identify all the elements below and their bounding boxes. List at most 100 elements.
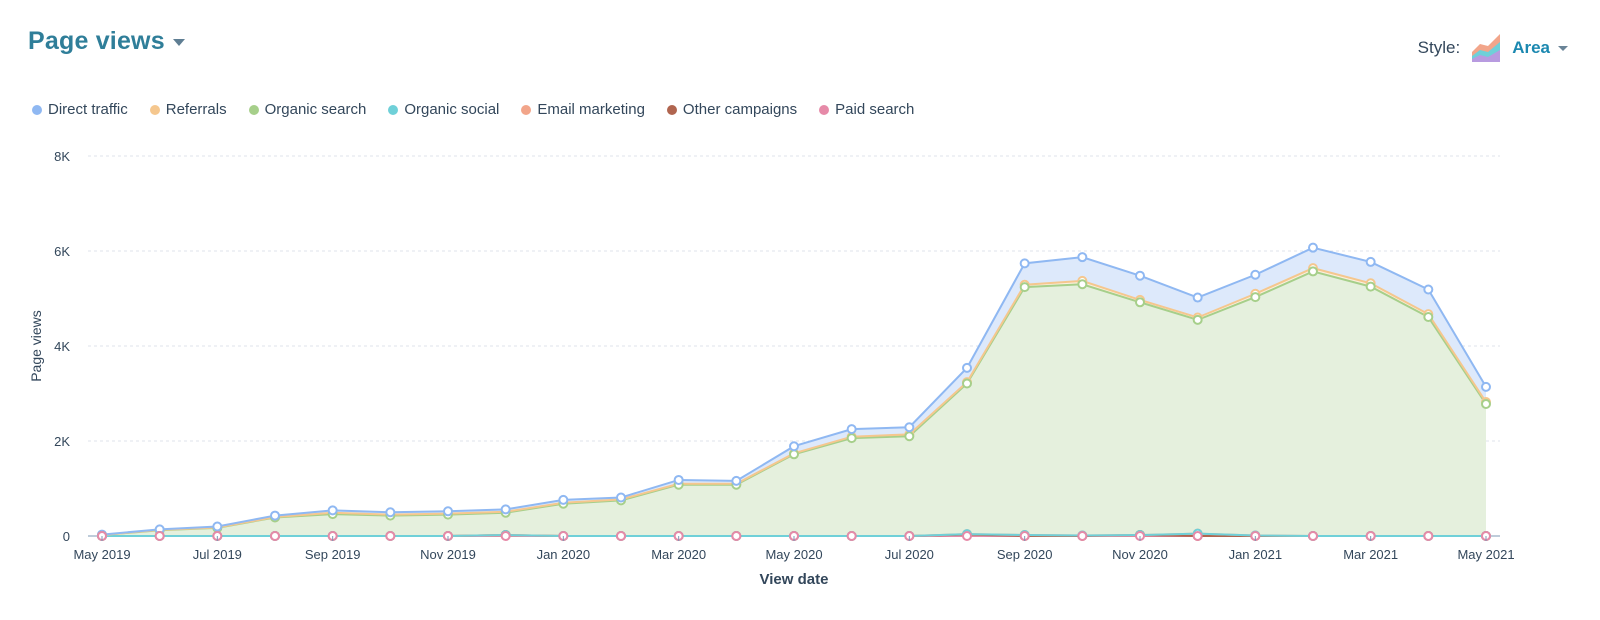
legend-label: Other campaigns — [682, 101, 798, 118]
organic-search-point — [789, 449, 799, 460]
x-tick-label: Jan 2021 — [1229, 547, 1283, 562]
direct-traffic-point — [616, 492, 626, 503]
chart-title: Page views — [28, 26, 165, 55]
paid-search-point — [846, 531, 857, 541]
paid-search-point — [500, 531, 511, 541]
legend-item[interactable]: Referrals — [149, 101, 227, 118]
y-tick-label: 4K — [54, 339, 70, 354]
x-tick-label: Sep 2019 — [305, 547, 361, 562]
legend-dot-icon — [32, 104, 42, 115]
x-axis-title: View date — [760, 571, 829, 588]
chart-legend: Direct traffic Referrals Organic search Org… — [32, 101, 914, 118]
direct-traffic-point — [673, 474, 684, 485]
organic-search-point — [1365, 281, 1376, 292]
x-tick-label: Nov 2019 — [420, 547, 476, 562]
chevron-down-icon — [172, 38, 185, 46]
direct-traffic-point — [1308, 242, 1318, 253]
organic-search-point — [846, 433, 857, 444]
paid-search-point — [1077, 531, 1088, 541]
direct-traffic-point — [385, 507, 396, 518]
direct-traffic-point — [1019, 258, 1030, 269]
organic-search-point — [1192, 314, 1203, 325]
direct-traffic-point — [1077, 252, 1088, 263]
direct-traffic-point — [731, 475, 742, 486]
organic-search-point — [1308, 266, 1318, 277]
style-value: Area — [1512, 38, 1550, 57]
chevron-down-icon — [1558, 45, 1568, 51]
legend-label: Organic social — [404, 101, 500, 118]
legend-label: Email marketing — [537, 101, 645, 118]
organic-search-area — [102, 271, 1486, 536]
organic-search-point — [1135, 297, 1145, 308]
x-tick-label: Mar 2020 — [651, 547, 706, 562]
y-tick-label: 2K — [54, 434, 70, 449]
x-tick-label: Sep 2020 — [997, 547, 1053, 562]
style-selector: Style: Area — [1418, 30, 1568, 66]
legend-item[interactable]: Paid search — [819, 101, 914, 118]
page-views-dropdown[interactable]: Page views — [28, 26, 185, 56]
direct-traffic-point — [904, 422, 915, 433]
y-tick-label: 0 — [63, 529, 70, 544]
direct-traffic-point — [1192, 292, 1203, 303]
y-axis-title: Page views — [28, 310, 44, 382]
organic-search-point — [1423, 312, 1434, 323]
paid-search-point — [616, 531, 626, 541]
x-tick-label: May 2021 — [1457, 547, 1514, 562]
x-tick-label: Jul 2019 — [193, 547, 242, 562]
legend-dot-icon — [149, 104, 160, 115]
direct-traffic-point — [962, 362, 972, 373]
legend-item[interactable]: Other campaigns — [666, 101, 798, 118]
legend-dot-icon — [248, 104, 259, 115]
paid-search-point — [270, 531, 280, 541]
organic-search-point — [1019, 282, 1030, 293]
organic-search-point — [904, 431, 915, 442]
legend-item[interactable]: Email marketing — [521, 101, 645, 118]
area-layers — [102, 247, 1486, 536]
x-axis-ticks: May 2019 Jul 2019 Sep 2019 Nov 2019 Jan 2020… — [73, 536, 1515, 562]
direct-traffic-point — [327, 505, 338, 516]
legend-item[interactable]: Direct traffic — [32, 101, 128, 118]
direct-traffic-point — [1250, 269, 1261, 280]
direct-traffic-point — [270, 510, 280, 521]
x-tick-label: Jul 2020 — [885, 547, 934, 562]
legend-label: Direct traffic — [48, 101, 128, 118]
organic-search-point — [962, 378, 972, 389]
x-tick-label: May 2020 — [765, 547, 822, 562]
organic-search-point — [1481, 398, 1491, 409]
y-tick-label: 8K — [54, 149, 70, 164]
x-tick-label: May 2019 — [73, 547, 130, 562]
direct-traffic-point — [1481, 381, 1491, 392]
direct-traffic-point — [558, 494, 569, 505]
direct-traffic-point — [443, 506, 453, 517]
y-tick-label: 6K — [54, 244, 70, 259]
legend-dot-icon — [521, 104, 532, 115]
paid-search-point — [731, 531, 742, 541]
direct-traffic-point — [1135, 270, 1145, 281]
direct-traffic-point — [1423, 284, 1434, 295]
y-axis-ticks: 0 2K 4K 6K 8K — [54, 149, 70, 544]
direct-traffic-point — [1365, 256, 1376, 267]
direct-traffic-point — [789, 441, 799, 452]
paid-search-point — [962, 531, 972, 541]
area-chart-icon — [1472, 34, 1501, 62]
style-dropdown[interactable]: Area — [1512, 38, 1568, 58]
legend-item[interactable]: Organic social — [388, 101, 499, 118]
paid-search-point — [1192, 531, 1203, 541]
legend-dot-icon — [388, 104, 399, 115]
paid-search-point — [1423, 531, 1434, 541]
x-tick-label: Mar 2021 — [1343, 547, 1398, 562]
legend-dot-icon — [819, 104, 830, 115]
x-tick-label: Jan 2020 — [537, 547, 591, 562]
paid-search-point — [154, 531, 165, 541]
legend-item[interactable]: Organic search — [248, 101, 367, 118]
direct-traffic-point — [212, 521, 223, 532]
organic-search-point — [1077, 279, 1088, 290]
legend-label: Organic search — [264, 101, 367, 118]
direct-traffic-point — [500, 504, 511, 515]
style-label: Style: — [1417, 38, 1461, 57]
organic-search-point — [1250, 292, 1261, 303]
x-tick-label: Nov 2020 — [1112, 547, 1168, 562]
legend-label: Paid search — [835, 101, 915, 118]
legend-dot-icon — [666, 104, 677, 115]
